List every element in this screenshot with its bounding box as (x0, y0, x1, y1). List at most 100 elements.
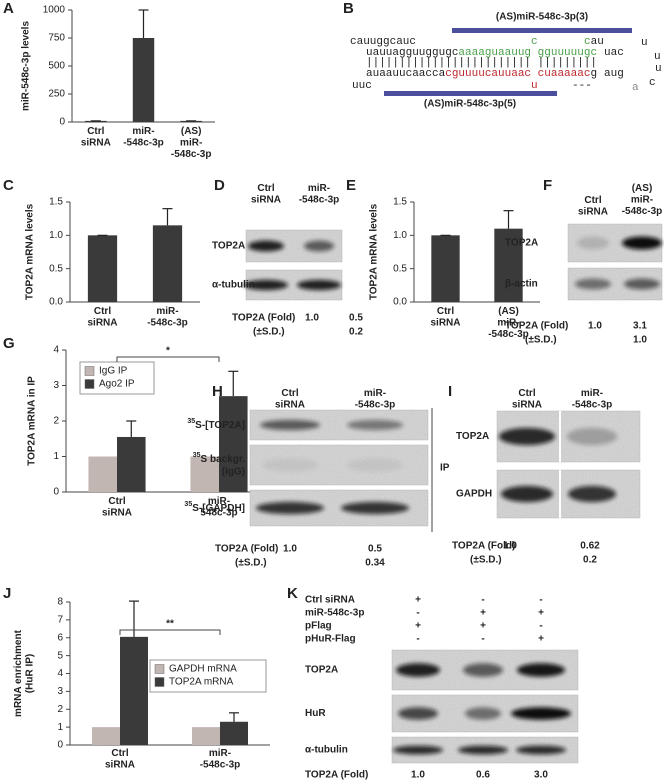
blot-band (577, 236, 609, 250)
lane-label: miR--548c-3p (572, 388, 613, 411)
fold-value: 1.0 (305, 313, 319, 324)
panel-label: K (287, 585, 298, 602)
bar (120, 636, 148, 745)
fold-value: 1.0 (503, 541, 517, 552)
x-tick-label: miR-548c-3p (200, 496, 237, 519)
row-label: GAPDH (456, 489, 492, 500)
sequence: cguuuucauuaac (445, 68, 531, 80)
blot-band (499, 427, 555, 446)
blot-band (458, 745, 508, 755)
panel-label: D (214, 177, 225, 194)
row-label: β-actin (505, 279, 538, 290)
condition-label: miR-548c-3p (305, 608, 364, 619)
isotope: 35 (187, 418, 195, 425)
blot-band (347, 458, 403, 472)
lane-label: miR--548c-3p (355, 388, 396, 411)
y-tick-label: 0.0 (49, 297, 63, 308)
sd-label: (±S.D.) (253, 327, 285, 338)
x-tick-label: Ctrl siRNA (81, 126, 111, 149)
y-tick-label: 0.0 (393, 297, 407, 308)
y-tick-label: 3 (53, 380, 59, 391)
sequence: gguuuuugc (538, 47, 597, 59)
sd-label: (±S.D.) (470, 555, 502, 566)
blot-band (260, 419, 320, 431)
sequence: auaauucaaccacguuuucauuaac cuaaaaacg (366, 68, 597, 80)
bar (92, 727, 120, 745)
legend-label: Ago2 IP (99, 379, 135, 390)
y-tick-label: 8 (57, 597, 63, 608)
y-tick-label: 500 (48, 61, 65, 72)
sequence: cau (584, 36, 604, 48)
panel-label: E (346, 177, 356, 194)
blot-band (622, 236, 662, 250)
y-tick-label: 1 (57, 722, 63, 733)
quant-label: TOP2A (Fold) (305, 770, 368, 780)
blot-band (398, 707, 438, 720)
condition-sign: + (538, 608, 544, 619)
y-axis-label: miR-548c-3p levels (21, 21, 32, 111)
sequence: auaauucaacca (366, 68, 446, 80)
y-tick-label: 5 (57, 650, 63, 661)
condition-sign: - (481, 595, 484, 606)
sequence: c (584, 36, 591, 48)
quant-label: TOP2A (Fold) (505, 321, 568, 332)
sequence: cuaaaaac (538, 68, 591, 80)
sd-value: 1.0 (633, 335, 647, 346)
panel-label: H (212, 383, 223, 400)
condition-sign: + (538, 634, 544, 645)
sequence: uac (604, 47, 624, 59)
panel-label: F (543, 177, 552, 194)
blot-band (244, 279, 288, 291)
lane-label: Ctrl siRNA (251, 183, 281, 206)
quant-label: TOP2A (Fold) (215, 544, 278, 555)
y-tick-label: 4 (57, 668, 63, 679)
lane-label: Ctrl siRNA (578, 195, 608, 218)
blot-band (567, 427, 617, 446)
bar (88, 456, 117, 492)
blot-band (465, 707, 501, 720)
condition-sign: + (480, 621, 486, 632)
significance-label: * (166, 346, 170, 357)
y-tick-label: 1000 (43, 5, 66, 16)
lane-label: (AS) miR--548c-3p (622, 183, 663, 217)
fold-value: 1.0 (588, 321, 602, 332)
x-tick-label: miR--548c-3p (200, 748, 241, 771)
condition-sign: - (539, 621, 542, 632)
blot-band (304, 240, 334, 252)
probe-bar (452, 28, 632, 33)
row-label: α-tubulin (305, 745, 348, 756)
condition-sign: - (539, 595, 542, 606)
x-tick-label: (AS) miR--548c-3p (171, 126, 212, 160)
bar (190, 456, 219, 492)
bar (152, 225, 183, 302)
y-tick-label: 1.0 (49, 230, 63, 241)
legend-label: TOP2A mRNA (169, 677, 234, 688)
y-tick-label: 750 (48, 33, 65, 44)
fold-value: 1.0 (411, 770, 425, 780)
x-tick-label: Ctrl siRNA (87, 306, 117, 329)
significance-bracket (119, 629, 221, 635)
blot-band (568, 485, 616, 503)
condition-sign: - (481, 634, 484, 645)
blot-band (347, 419, 403, 431)
panel-label: G (3, 335, 15, 352)
blot-band (575, 278, 611, 290)
y-tick-label: 0 (59, 117, 65, 128)
y-tick-label: 0 (57, 740, 63, 751)
loop: u (655, 63, 662, 75)
blot-band (341, 501, 409, 515)
isotope: 35 (184, 501, 192, 508)
row-label: HuR (305, 708, 326, 719)
legend-swatch (154, 677, 165, 687)
row-label: TOP2A (305, 665, 338, 676)
sequence: u (531, 80, 538, 92)
y-tick-label: 1.0 (393, 230, 407, 241)
sequence: uauuagguuggugcaaaaguaauug gguuuuugc (366, 47, 597, 59)
panel-label: B (343, 0, 354, 17)
bar (219, 396, 248, 492)
legend-label: GAPDH mRNA (169, 664, 237, 675)
sequence: uuc (352, 80, 372, 92)
sd-label: (±S.D.) (525, 335, 557, 346)
panel-label: A (3, 0, 14, 17)
y-tick-label: 7 (57, 615, 63, 626)
